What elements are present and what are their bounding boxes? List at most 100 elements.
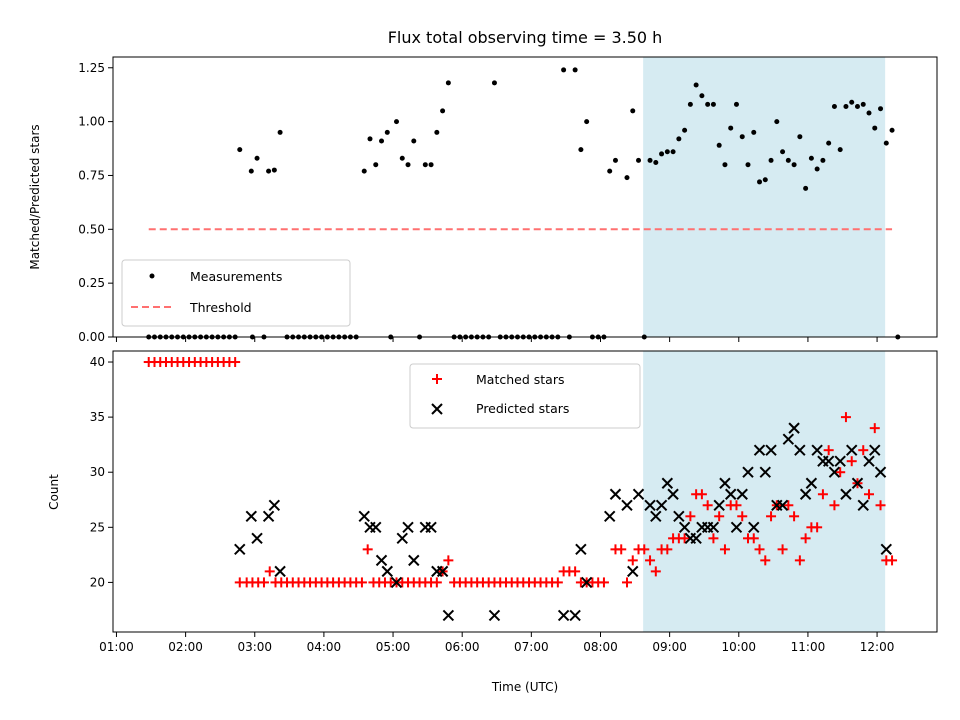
matched-star-point — [650, 566, 661, 577]
predicted-star-stroke — [748, 521, 760, 534]
y-tick-label: 20 — [90, 575, 105, 589]
measurement-point — [266, 168, 272, 174]
predicted-star-point — [730, 521, 743, 534]
measurement-point — [751, 129, 757, 135]
measurement-point — [745, 162, 751, 168]
chart-title: Flux total observing time = 3.50 h — [388, 28, 663, 47]
measurement-point — [739, 134, 745, 140]
predicted-star-point — [713, 499, 725, 511]
measurement-point — [399, 155, 405, 161]
x-tick-label: 02:00 — [168, 640, 203, 654]
measurement-point — [791, 162, 797, 168]
matched-star-point — [817, 489, 828, 500]
matched-star-point — [864, 489, 875, 500]
measurement-point — [768, 157, 774, 163]
predicted-star-stroke — [822, 455, 835, 467]
measurement-point — [722, 162, 728, 168]
top-plot-frame — [112, 56, 938, 338]
measurement-point — [612, 157, 618, 163]
measurement-point — [578, 147, 584, 153]
predicted-star-stroke — [569, 609, 581, 622]
measurement-point — [699, 93, 705, 99]
bottom-legend: Matched stars Predicted stars — [409, 363, 641, 429]
y-tick-label: 1.00 — [78, 115, 105, 129]
predicted-star-stroke — [811, 444, 823, 456]
predicted-star-stroke — [375, 554, 388, 567]
predicted-star-stroke — [725, 488, 737, 500]
measurement-point — [808, 155, 814, 161]
measurement-point — [561, 67, 567, 73]
matched-star-point — [230, 357, 241, 368]
measurement-point — [728, 125, 734, 131]
measurement-point — [860, 101, 866, 107]
predicted-star-point — [753, 444, 766, 456]
legend-matched-label: Matched stars — [476, 372, 564, 387]
matched-star-point — [840, 412, 851, 423]
predicted-star-stroke — [234, 543, 246, 556]
measurement-point — [826, 140, 832, 146]
predicted-star-stroke — [863, 455, 875, 467]
measurement-point — [820, 157, 826, 163]
predicted-star-stroke — [846, 444, 858, 456]
predicted-star-stroke — [874, 466, 887, 478]
matched-star-point — [264, 566, 275, 577]
legend-predicted-label: Predicted stars — [476, 401, 569, 416]
matched-star-point — [639, 544, 650, 555]
measurement-point — [271, 167, 277, 173]
predicted-star-stroke — [358, 510, 370, 523]
legend-matched-marker — [432, 374, 442, 384]
predicted-star-point — [690, 532, 702, 545]
matched-star-point — [748, 533, 759, 544]
measurement-point — [757, 179, 763, 185]
measurement-point — [814, 166, 820, 172]
predicted-star-point — [644, 499, 656, 511]
predicted-star-stroke — [713, 499, 725, 511]
predicted-star-stroke — [794, 444, 806, 456]
predicted-star-point — [851, 477, 864, 489]
matched-star-point — [714, 511, 725, 522]
predicted-star-stroke — [396, 532, 408, 545]
x-tick-label: 08:00 — [583, 640, 618, 654]
measurement-point — [780, 149, 786, 155]
measurement-point — [367, 136, 373, 142]
measurement-point — [774, 119, 780, 125]
measurement-point — [624, 175, 630, 181]
bottom-y-axis-label: Count — [47, 474, 61, 510]
predicted-star-stroke — [742, 466, 754, 478]
measurement-point — [659, 151, 665, 157]
measurement-point — [831, 104, 837, 110]
predicted-star-stroke — [782, 433, 795, 445]
predicted-star-point — [569, 609, 581, 622]
predicted-star-stroke — [603, 510, 616, 523]
matched-star-point — [812, 522, 823, 533]
measurement-point — [254, 155, 260, 161]
matched-star-point — [552, 577, 563, 588]
matched-star-point — [685, 511, 696, 522]
predicted-star-point — [234, 543, 246, 556]
predicted-star-point — [822, 455, 835, 467]
measurement-point — [445, 80, 451, 86]
predicted-star-stroke — [442, 609, 455, 622]
matched-star-point — [875, 500, 886, 511]
predicted-star-stroke — [408, 554, 420, 567]
predicted-star-stroke — [776, 499, 789, 511]
y-tick-label: 40 — [90, 355, 105, 369]
predicted-star-stroke — [580, 576, 593, 589]
predicted-star-point — [245, 510, 258, 523]
measurement-point — [687, 101, 693, 107]
matched-star-point — [696, 489, 707, 500]
x-tick-label: 07:00 — [514, 640, 549, 654]
matched-star-point — [869, 423, 880, 434]
predicted-stars-series — [234, 422, 892, 622]
measurement-point — [676, 136, 682, 142]
predicted-star-stroke — [370, 521, 382, 534]
measurement-point — [373, 162, 379, 168]
predicted-star-point — [381, 565, 393, 578]
matched-star-point — [887, 555, 898, 566]
measurement-point — [647, 157, 653, 163]
predicted-star-stroke — [251, 532, 263, 545]
measurement-point — [670, 149, 676, 155]
predicted-star-point — [828, 466, 841, 478]
measurement-point — [630, 108, 636, 114]
predicted-star-stroke — [488, 609, 501, 622]
